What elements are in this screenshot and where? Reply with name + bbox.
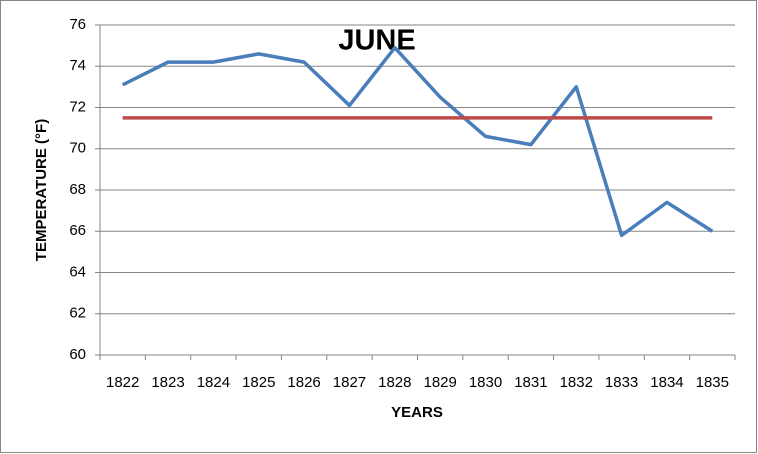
y-tick-label: 66: [69, 222, 86, 239]
x-tick-label: 1834: [650, 374, 683, 391]
x-tick-label: 1832: [560, 374, 593, 391]
x-tick-label: 1827: [333, 374, 366, 391]
y-tick-label: 76: [69, 16, 86, 33]
x-tick-label: 1824: [197, 374, 230, 391]
y-tick-label: 74: [69, 57, 86, 74]
x-tick-label: 1831: [514, 374, 547, 391]
chart-title: JUNE: [338, 25, 415, 57]
x-tick-label: 1822: [106, 374, 139, 391]
y-tick-label: 68: [69, 181, 86, 198]
x-tick-label: 1826: [287, 374, 320, 391]
y-axis-label: TEMPERATURE (°F): [33, 119, 50, 261]
x-tick-label: 1835: [696, 374, 729, 391]
data-line: [121, 45, 714, 238]
y-tick-label: 70: [69, 140, 86, 157]
x-tick-label: 1829: [423, 374, 456, 391]
x-tick-label: 1833: [605, 374, 638, 391]
x-tick-label: 1823: [151, 374, 184, 391]
x-tick-label: 1828: [378, 374, 411, 391]
x-tick-label: 1830: [469, 374, 502, 391]
y-tick-label: 72: [69, 98, 86, 115]
y-tick-label: 64: [69, 263, 86, 280]
y-tick-label: 62: [69, 305, 86, 322]
x-tick-label: 1825: [242, 374, 275, 391]
x-axis-label: YEARS: [391, 404, 443, 421]
y-tick-label: 60: [69, 346, 86, 363]
